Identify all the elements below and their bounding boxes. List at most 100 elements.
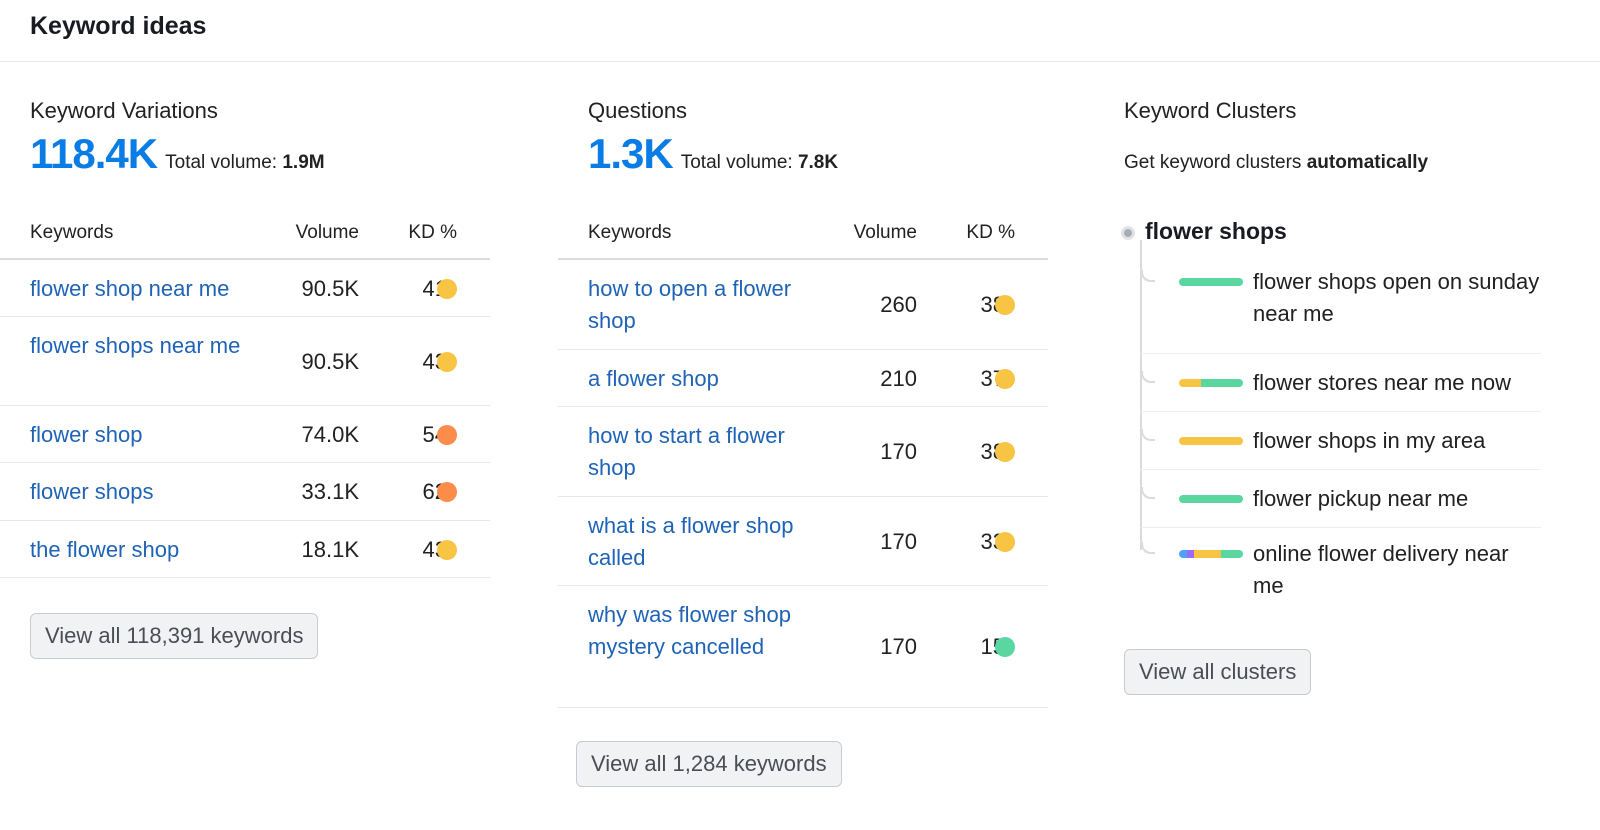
keyword-link[interactable]: the flower shop: [30, 536, 180, 562]
column-header-kd: KD %: [408, 222, 457, 243]
page-title: Keyword ideas: [30, 12, 207, 40]
kd-indicator-dot-icon: [437, 539, 457, 560]
questions-table: Keywords Volume KD % how to open a flowe…: [558, 210, 1048, 708]
table-header: Keywords Volume KD %: [0, 210, 490, 260]
keyword-link[interactable]: flower shops near me: [30, 332, 241, 358]
volume-value: 74.0K: [301, 421, 360, 447]
table-row: flower shops 33.1K 62: [0, 463, 490, 521]
cluster-item[interactable]: online flower delivery near me: [1141, 528, 1541, 618]
kd-indicator-dot-icon: [995, 368, 1015, 389]
intent-bar-segment: [1201, 379, 1243, 387]
keyword-link[interactable]: how to open a flower shop: [588, 276, 792, 333]
volume-value: 170: [880, 634, 917, 659]
section-title: Keyword Variations: [30, 98, 218, 123]
view-all-clusters-button[interactable]: View all clusters: [1124, 649, 1312, 695]
intent-bar-segment: [1179, 550, 1187, 558]
cluster-item[interactable]: flower shops in my area: [1141, 412, 1541, 470]
volume-value: 170: [880, 439, 917, 464]
volume-value: 210: [880, 365, 917, 391]
cluster-item-label: flower shops open on sunday near me: [1253, 269, 1540, 326]
volume-value: 33.1K: [301, 479, 360, 504]
kd-indicator-dot-icon: [437, 482, 457, 502]
volume-value: 170: [880, 528, 917, 554]
section-title: Questions: [588, 98, 688, 123]
cluster-item-label: flower pickup near me: [1253, 486, 1469, 511]
table-row: flower shop 74.0K 54: [0, 406, 490, 463]
intent-bar-segment: [1179, 495, 1243, 503]
intent-distribution-bar: [1179, 379, 1243, 387]
tree-branch-connector: [1141, 487, 1155, 499]
view-all-keywords-button[interactable]: View all 118,391 keywords: [30, 613, 319, 659]
column-header-volume: Volume: [853, 222, 917, 243]
table-row: a flower shop 210 37: [558, 350, 1048, 407]
kd-indicator-dot-icon: [437, 278, 457, 299]
intent-bar-segment: [1186, 550, 1195, 558]
intent-distribution-bar: [1179, 278, 1243, 286]
keyword-link[interactable]: flower shop near me: [30, 275, 230, 301]
cluster-item-label: flower stores near me now: [1253, 370, 1511, 395]
view-all-questions-button[interactable]: View all 1,284 keywords: [576, 741, 842, 787]
total-volume-label: Total volume:: [680, 152, 793, 173]
intent-bar-segment: [1179, 437, 1243, 445]
kd-indicator-dot-icon: [437, 351, 457, 372]
keyword-link[interactable]: how to start a flower shop: [588, 423, 785, 480]
kd-indicator-dot-icon: [995, 637, 1015, 657]
cluster-item-label: flower shops in my area: [1253, 428, 1486, 453]
cluster-root-dot-icon: [1121, 226, 1135, 240]
volume-value: 90.5K: [301, 348, 360, 374]
kd-indicator-dot-icon: [995, 295, 1015, 315]
volume-value: 260: [880, 292, 917, 317]
intent-bar-segment: [1179, 379, 1202, 387]
table-row: flower shop near me 90.5K 41: [0, 260, 490, 317]
tree-branch-connector: [1141, 429, 1155, 441]
table-row: what is a flower shop called 170 33: [558, 497, 1048, 586]
cluster-root-label[interactable]: flower shops: [1145, 218, 1287, 244]
summary-row: 1.3K Total volume: 7.8K: [588, 130, 838, 178]
table-body: how to open a flower shop 260 38 a flower s…: [558, 260, 1048, 708]
table-body: flower shop near me 90.5K 41 flower shops n…: [0, 260, 490, 578]
cluster-item[interactable]: flower stores near me now: [1141, 354, 1541, 412]
table-row: flower shops near me 90.5K 43: [0, 317, 490, 406]
keyword-link[interactable]: why was flower shop mystery cancelled: [588, 602, 791, 659]
intent-bar-segment: [1194, 550, 1221, 558]
volume-value: 18.1K: [301, 536, 360, 562]
kd-indicator-dot-icon: [995, 442, 1015, 462]
keyword-link[interactable]: a flower shop: [588, 365, 719, 391]
tree-connector: [1140, 240, 1142, 550]
table-row: why was flower shop mystery cancelled 170…: [558, 586, 1048, 708]
clusters-subtitle-emphasis: automatically: [1306, 152, 1429, 173]
keyword-link[interactable]: flower shops: [30, 479, 154, 504]
kd-indicator-dot-icon: [995, 531, 1015, 552]
clusters-subtitle-text: Get keyword clusters: [1124, 152, 1302, 173]
table-row: how to open a flower shop 260 38: [558, 260, 1048, 350]
keyword-ideas-header: Keyword ideas: [0, 0, 1600, 62]
keyword-link[interactable]: flower shop: [30, 421, 143, 447]
cluster-item[interactable]: flower shops open on sunday near me: [1141, 250, 1541, 354]
total-volume: Total volume: 1.9M: [165, 152, 324, 174]
keyword-link[interactable]: what is a flower shop called: [588, 512, 794, 570]
column-header-kd: KD %: [966, 222, 1015, 243]
volume-value: 90.5K: [301, 275, 360, 301]
intent-bar-segment: [1220, 550, 1243, 558]
table-header: Keywords Volume KD %: [558, 210, 1048, 260]
tree-branch-connector: [1141, 542, 1155, 554]
keyword-count[interactable]: 118.4K: [30, 130, 158, 177]
table-row: how to start a flower shop 170 38: [558, 407, 1048, 497]
total-volume-value: 7.8K: [797, 152, 839, 173]
question-count[interactable]: 1.3K: [588, 130, 674, 177]
intent-bar-segment: [1179, 278, 1243, 286]
column-header-keywords: Keywords: [588, 222, 672, 243]
cluster-item[interactable]: flower pickup near me: [1141, 470, 1541, 528]
kd-indicator-dot-icon: [437, 424, 457, 445]
table-row: the flower shop 18.1K 43: [0, 521, 490, 578]
intent-distribution-bar: [1179, 495, 1243, 503]
total-volume: Total volume: 7.8K: [681, 152, 838, 174]
column-header-keywords: Keywords: [30, 222, 114, 243]
clusters-subtitle: Get keyword clusters automatically: [1124, 152, 1428, 174]
intent-distribution-bar: [1179, 437, 1243, 445]
section-title: Keyword Clusters: [1124, 98, 1297, 123]
keywords-table: Keywords Volume KD % flower shop near me…: [0, 210, 490, 578]
tree-branch-connector: [1141, 371, 1155, 383]
column-header-volume: Volume: [295, 222, 359, 243]
intent-distribution-bar: [1179, 550, 1243, 558]
